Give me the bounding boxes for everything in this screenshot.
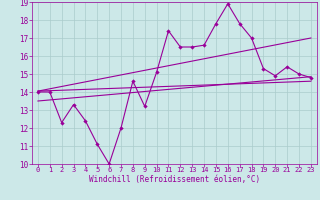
X-axis label: Windchill (Refroidissement éolien,°C): Windchill (Refroidissement éolien,°C) — [89, 175, 260, 184]
